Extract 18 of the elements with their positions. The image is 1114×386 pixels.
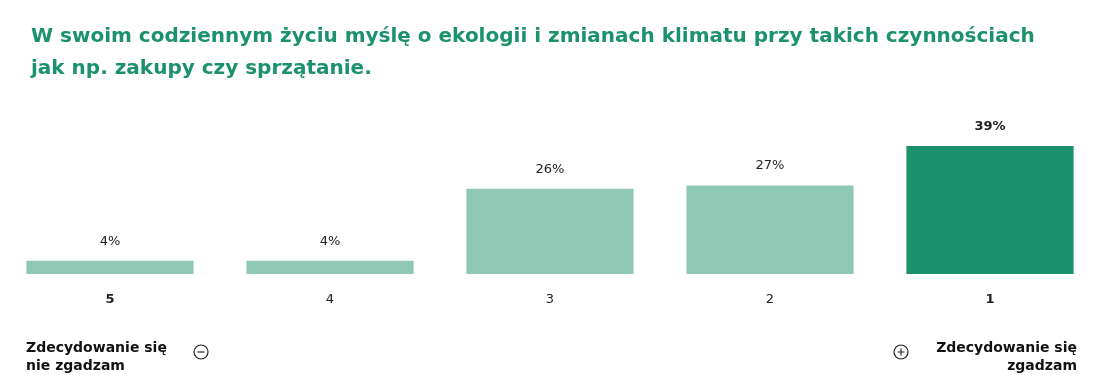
x-tick-label: 3 (545, 291, 555, 306)
text: Zdecydowanie się zgadzam (935, 338, 1077, 374)
data-label: 4% (319, 232, 341, 248)
data-label: 27% (755, 157, 785, 173)
bar (686, 185, 854, 274)
x-tick-label: 1 (985, 291, 995, 306)
data-label: 4% (99, 232, 121, 248)
bar (26, 260, 194, 274)
chart-title: W swoim codziennym życiu myślę o ekologii i zmianach klimatu przy takich czynnościach jak np. zakupy czy sprzątanie. (30, 23, 1042, 79)
x-tick-label: 4 (325, 291, 335, 306)
bar (466, 188, 634, 274)
data-label: 39% (974, 118, 1006, 133)
text: Zdecydowanie się nie zgadzam (26, 338, 168, 374)
x-tick-label: 5 (105, 291, 115, 306)
x-tick-label: 2 (765, 291, 775, 306)
data-label: 26% (535, 160, 565, 176)
bar (246, 260, 414, 274)
bar (906, 146, 1074, 274)
